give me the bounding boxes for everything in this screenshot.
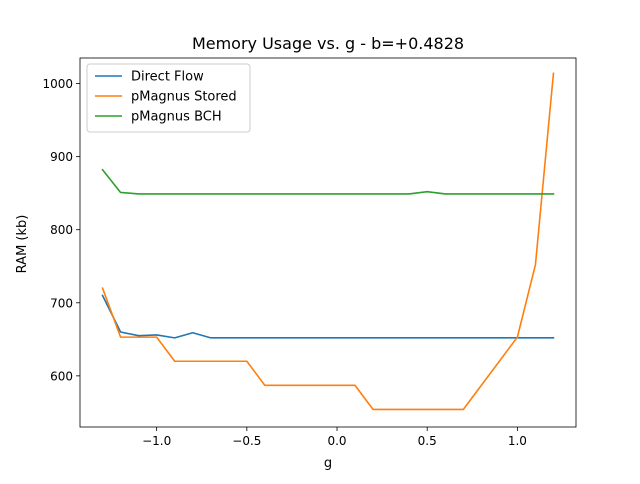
legend-box: [86, 63, 251, 133]
x-tick-label: −1.0: [142, 434, 171, 448]
y-tick-label: 600: [50, 369, 73, 383]
legend-label: Direct Flow: [131, 70, 204, 85]
y-tick-label: 700: [50, 296, 73, 310]
series-lines: [101, 72, 555, 411]
y-tick-label: 1000: [42, 77, 73, 91]
series-line-2: [101, 72, 555, 411]
series-line-3: [101, 168, 555, 195]
y-axis-label: RAM (kb): [15, 215, 30, 274]
x-tick-label: 0.5: [418, 434, 437, 448]
y-axis: 600 700 800 900 1000: [42, 77, 80, 383]
legend-label: pMagnus BCH: [131, 110, 222, 125]
x-tick-label: −0.5: [232, 434, 261, 448]
y-tick-label: 800: [50, 223, 73, 237]
chart-title: Memory Usage vs. g - b=+0.4828: [192, 34, 464, 53]
series-line-1: [101, 294, 555, 339]
x-tick-label: 0.0: [327, 434, 346, 448]
x-tick-label: 1.0: [508, 434, 527, 448]
y-tick-label: 900: [50, 150, 73, 164]
x-axis-label: g: [324, 456, 332, 471]
plot-frame: [79, 57, 577, 428]
x-axis: −1.0 −0.5 0.0 0.5 1.0: [142, 427, 527, 448]
legend: Direct Flow pMagnus Stored pMagnus BCH: [86, 63, 251, 133]
legend-label: pMagnus Stored: [131, 90, 237, 105]
